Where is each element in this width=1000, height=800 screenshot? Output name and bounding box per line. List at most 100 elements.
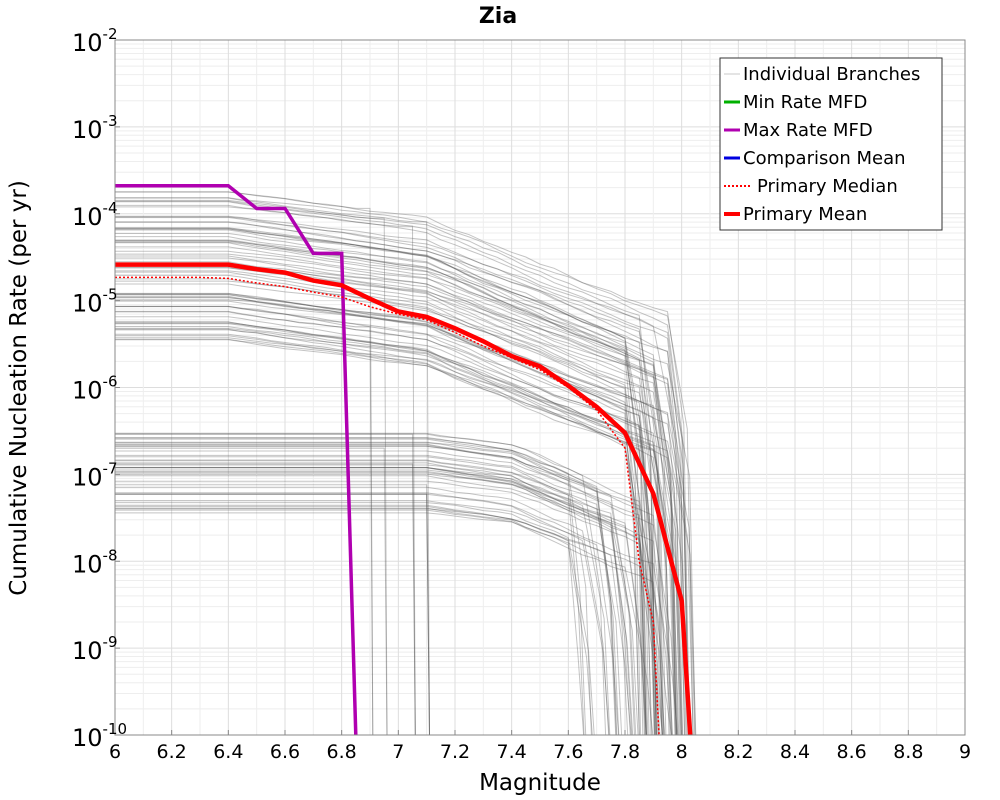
legend-label: Max Rate MFD bbox=[743, 120, 873, 141]
x-tick-label: 6.4 bbox=[213, 741, 243, 763]
branch-line bbox=[115, 444, 617, 736]
branch-line bbox=[115, 493, 430, 736]
branch-line bbox=[115, 201, 657, 736]
branch-line bbox=[115, 305, 374, 736]
branch-line bbox=[115, 267, 681, 736]
x-tick-label: 6.2 bbox=[157, 741, 187, 763]
branch-line bbox=[115, 462, 611, 736]
branch-line bbox=[115, 472, 634, 736]
branch-line bbox=[115, 280, 640, 736]
y-tick-label: 10-10 bbox=[72, 720, 127, 752]
branch-line bbox=[115, 253, 664, 736]
branch-line bbox=[115, 467, 633, 736]
branch-line bbox=[115, 297, 656, 736]
branch-line bbox=[115, 466, 623, 736]
branch-line bbox=[115, 437, 665, 736]
branch-line bbox=[115, 443, 587, 736]
x-axis-ticks: 6 6.2 6.4 6.6 6.8 7 7.2 7.4 7.6 7.8 8 8.2 8.4 8.6 8.8 9 bbox=[109, 730, 971, 763]
branch-line bbox=[115, 200, 689, 736]
chart-title: Zia bbox=[479, 4, 517, 29]
x-tick-label: 9 bbox=[959, 741, 971, 763]
branch-line bbox=[115, 463, 416, 736]
branch-line bbox=[115, 191, 690, 736]
x-tick-label: 8 bbox=[676, 741, 688, 763]
y-axis-ticks: 10-10 10-9 10-8 10-7 10-6 10-5 10-4 10-3 10-2 bbox=[72, 25, 127, 752]
branch-line bbox=[115, 299, 694, 736]
branch-line bbox=[115, 271, 660, 736]
branch-line bbox=[115, 240, 648, 736]
branch-line bbox=[115, 460, 585, 736]
branch-line bbox=[115, 236, 650, 736]
branch-line bbox=[115, 250, 642, 736]
branch-line bbox=[115, 197, 430, 736]
branch-line bbox=[115, 227, 689, 736]
branch-line bbox=[115, 432, 607, 736]
branch-line bbox=[115, 339, 653, 736]
branch-line bbox=[115, 295, 657, 736]
branch-line bbox=[115, 216, 687, 736]
x-tick-label: 7.6 bbox=[553, 741, 583, 763]
y-tick-label: 10-3 bbox=[72, 112, 118, 144]
x-tick-label: 8.6 bbox=[837, 741, 867, 763]
branch-line bbox=[115, 322, 658, 736]
legend-label: Primary Mean bbox=[743, 204, 867, 225]
branch-line bbox=[115, 255, 686, 736]
branch-line bbox=[115, 333, 673, 736]
branch-line bbox=[115, 246, 670, 736]
y-tick-label: 10-5 bbox=[72, 286, 118, 318]
branch-line bbox=[115, 438, 617, 736]
x-tick-label: 6 bbox=[109, 741, 121, 763]
branch-line bbox=[115, 473, 631, 736]
branch-line bbox=[115, 306, 656, 736]
branch-line bbox=[115, 233, 696, 736]
branch-line bbox=[115, 221, 663, 736]
series-primary-median bbox=[115, 276, 660, 736]
branch-line bbox=[115, 199, 388, 736]
series-max-rate-mfd bbox=[115, 184, 358, 736]
branch-line bbox=[115, 450, 637, 736]
branch-line bbox=[115, 507, 654, 736]
legend-label: Min Rate MFD bbox=[743, 92, 867, 113]
legend-label: Primary Median bbox=[757, 176, 898, 197]
branch-line bbox=[115, 300, 649, 736]
branch-line bbox=[115, 493, 679, 736]
branch-line bbox=[115, 216, 689, 736]
branch-line bbox=[115, 505, 663, 736]
branch-line bbox=[115, 467, 647, 736]
branch-line bbox=[115, 257, 678, 736]
branch-line bbox=[115, 323, 647, 736]
branch-line bbox=[115, 471, 661, 736]
branch-line bbox=[115, 239, 677, 736]
branch-line bbox=[115, 464, 639, 736]
legend-label: Individual Branches bbox=[743, 64, 920, 85]
branch-line bbox=[115, 493, 430, 736]
branch-line bbox=[115, 296, 682, 736]
series-lines bbox=[115, 184, 693, 736]
branch-line bbox=[115, 335, 647, 736]
branch-line bbox=[115, 321, 647, 736]
y-tick-label: 10-6 bbox=[72, 373, 118, 405]
branch-line bbox=[115, 278, 676, 736]
branch-line bbox=[115, 437, 592, 736]
branch-line bbox=[115, 292, 656, 736]
branch-line bbox=[115, 454, 678, 736]
branch-line bbox=[115, 311, 672, 736]
branch-line bbox=[115, 321, 678, 736]
legend-box bbox=[719, 57, 943, 231]
branch-line bbox=[115, 241, 647, 736]
branch-line bbox=[115, 504, 632, 736]
branch-line bbox=[115, 500, 620, 736]
branch-line bbox=[115, 433, 416, 736]
branch-line bbox=[115, 274, 646, 736]
x-tick-label: 7.4 bbox=[497, 741, 527, 763]
x-tick-label: 7 bbox=[392, 741, 404, 763]
y-tick-label: 10-8 bbox=[72, 546, 118, 578]
branch-line bbox=[115, 328, 689, 736]
branch-line bbox=[115, 316, 658, 736]
branch-line bbox=[115, 512, 593, 736]
branch-line bbox=[115, 227, 657, 736]
branch-line bbox=[115, 508, 585, 736]
branch-line bbox=[115, 197, 694, 736]
branch-line bbox=[115, 459, 629, 736]
